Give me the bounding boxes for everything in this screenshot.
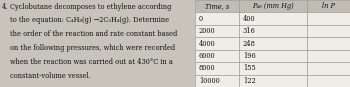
Text: 155: 155 (243, 64, 256, 72)
Text: when the reaction was carried out at 430°C in a: when the reaction was carried out at 430… (10, 58, 173, 66)
Text: 4000: 4000 (199, 39, 216, 48)
Bar (239, 50, 307, 62)
Bar (307, 75, 350, 87)
Bar (239, 0, 307, 12)
Text: 10000: 10000 (199, 77, 219, 85)
Text: 248: 248 (243, 39, 256, 48)
Bar (195, 25, 239, 37)
Bar (239, 62, 307, 75)
Text: 0: 0 (199, 15, 203, 23)
Bar (195, 37, 239, 50)
Bar (195, 75, 239, 87)
Text: to the equation: C₄H₈(g) →2C₂H₄(g). Determine: to the equation: C₄H₈(g) →2C₂H₄(g). Dete… (10, 16, 170, 24)
Bar (195, 12, 239, 25)
Bar (307, 12, 350, 25)
Bar (195, 62, 239, 75)
Bar (307, 25, 350, 37)
Text: 400: 400 (243, 15, 256, 23)
Text: Time, s: Time, s (205, 2, 230, 10)
Text: Cyclobutane decomposes to ethylene according: Cyclobutane decomposes to ethylene accor… (10, 3, 172, 11)
Bar (239, 12, 307, 25)
Text: 2000: 2000 (199, 27, 216, 35)
Bar (239, 37, 307, 50)
Bar (195, 50, 239, 62)
Text: constant-volume vessel.: constant-volume vessel. (10, 72, 91, 80)
Text: 196: 196 (243, 52, 256, 60)
Text: 6000: 6000 (199, 52, 216, 60)
Text: 4.: 4. (2, 3, 8, 11)
Bar (239, 25, 307, 37)
Text: 122: 122 (243, 77, 256, 85)
Bar (307, 62, 350, 75)
Bar (239, 75, 307, 87)
Text: P₄₈ (mm Hg): P₄₈ (mm Hg) (252, 2, 294, 10)
Bar (195, 0, 239, 12)
Text: 8000: 8000 (199, 64, 216, 72)
Text: 316: 316 (243, 27, 256, 35)
Bar (307, 37, 350, 50)
Text: ln P: ln P (322, 2, 335, 10)
Bar (307, 50, 350, 62)
Text: on the following pressures, which were recorded: on the following pressures, which were r… (10, 44, 176, 52)
Bar (307, 0, 350, 12)
Text: the order of the reaction and rate constant based: the order of the reaction and rate const… (10, 30, 178, 38)
